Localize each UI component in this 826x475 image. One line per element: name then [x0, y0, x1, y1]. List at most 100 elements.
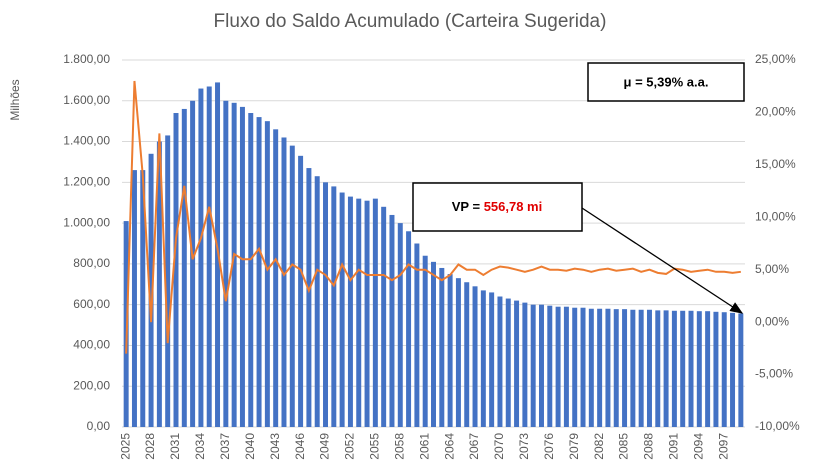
- x-tick-label: 2085: [617, 433, 631, 460]
- bar: [730, 312, 736, 427]
- y-tick-label: 1.000,00: [63, 215, 110, 229]
- bar: [505, 298, 511, 427]
- y-tick-label: 200,00: [73, 378, 110, 392]
- vp-box: [412, 182, 583, 232]
- y-tick-label: 600,00: [73, 297, 110, 311]
- y2-tick-label: 20,00%: [755, 105, 796, 119]
- bar: [414, 243, 420, 427]
- bar: [480, 290, 486, 427]
- bar: [389, 214, 395, 427]
- x-tick-label: 2043: [268, 433, 282, 460]
- x-tick-label: 2055: [368, 433, 382, 460]
- bar: [331, 186, 337, 427]
- bar: [547, 305, 553, 427]
- bar: [198, 88, 204, 428]
- bar: [148, 153, 154, 428]
- bar: [688, 310, 694, 427]
- bar: [256, 117, 262, 427]
- x-tick-label: 2088: [642, 433, 656, 460]
- x-tick-label: 2094: [691, 433, 705, 460]
- x-tick-label: 2028: [143, 433, 157, 460]
- bar: [397, 223, 403, 427]
- bar: [613, 309, 619, 427]
- bar: [472, 286, 478, 427]
- bar: [447, 274, 453, 427]
- bar: [439, 267, 445, 427]
- bar: [206, 86, 212, 427]
- y2-tick-label: 10,00%: [755, 209, 796, 223]
- bar: [721, 312, 727, 427]
- bar: [638, 309, 644, 427]
- bar: [223, 100, 229, 428]
- bar: [431, 261, 436, 427]
- bar: [646, 309, 652, 427]
- y2-tick-label: 5,00%: [755, 262, 789, 276]
- y-tick-label: 1.200,00: [63, 175, 110, 189]
- x-tick-label: 2073: [517, 433, 531, 460]
- bar: [522, 302, 528, 427]
- y-axis-label: Milhões: [8, 79, 22, 120]
- y-tick-label: 400,00: [73, 338, 110, 352]
- bar: [622, 309, 628, 427]
- bar: [347, 196, 353, 427]
- bar: [231, 102, 237, 428]
- x-tick-label: 2070: [492, 433, 506, 460]
- bar: [713, 311, 719, 427]
- bar: [273, 129, 279, 428]
- x-tick-label: 2049: [318, 433, 332, 460]
- bar: [356, 198, 362, 427]
- bar: [306, 168, 312, 428]
- bar: [580, 307, 586, 427]
- x-tick-label: 2058: [392, 433, 406, 460]
- y2-tick-label: -5,00%: [755, 367, 793, 381]
- bar: [655, 310, 661, 427]
- bar: [597, 308, 603, 427]
- y2-tick-label: 0,00%: [755, 314, 789, 328]
- bar: [190, 100, 196, 428]
- x-tick-label: 2031: [168, 433, 182, 460]
- bar: [489, 292, 495, 427]
- vp-value: 556,78 mi: [484, 199, 543, 214]
- bar: [131, 170, 137, 427]
- bar: [588, 308, 594, 427]
- plot-area: 0,00 200,00 400,00 600,00 800,00 1.000,00 1.20…: [63, 52, 800, 460]
- bar: [680, 310, 686, 427]
- x-tick-label: 2025: [118, 433, 132, 460]
- x-tick-label: 2037: [218, 433, 232, 460]
- x-tick-label: 2079: [567, 433, 581, 460]
- mu-label: μ = 5,39% a.a.: [624, 74, 709, 89]
- bar: [239, 106, 245, 428]
- x-tick-label: 2061: [417, 433, 431, 460]
- bar: [372, 198, 378, 427]
- bar: [514, 300, 520, 427]
- bar: [339, 192, 345, 427]
- arrow: [581, 207, 744, 314]
- bar: [530, 304, 536, 427]
- bar: [455, 278, 461, 427]
- bar: [671, 310, 677, 427]
- x-tick-label: 2046: [293, 433, 307, 460]
- y-tick-label: 1.800,00: [63, 52, 110, 66]
- vp-text: VP = 556,78 mi: [452, 199, 542, 214]
- bar: [538, 304, 544, 427]
- mu-box: [587, 62, 745, 102]
- bar: [323, 182, 329, 427]
- bar: [289, 145, 295, 427]
- bar: [663, 310, 669, 427]
- bar: [406, 231, 412, 427]
- vp-label: VP =: [452, 199, 484, 214]
- x-tick-label: 2052: [343, 433, 357, 460]
- y-tick-label: 1.600,00: [63, 93, 110, 107]
- bar: [298, 155, 304, 428]
- x-tick-label: 2082: [592, 433, 606, 460]
- x-tick-label: 2034: [193, 433, 207, 460]
- bar: [364, 200, 370, 427]
- bar: [156, 141, 162, 428]
- bar: [248, 113, 254, 427]
- bar: [281, 137, 287, 427]
- x-tick-label: 2097: [716, 433, 730, 460]
- bar: [422, 255, 428, 427]
- bar: [264, 121, 270, 428]
- y2-tick-label: 15,00%: [755, 157, 796, 171]
